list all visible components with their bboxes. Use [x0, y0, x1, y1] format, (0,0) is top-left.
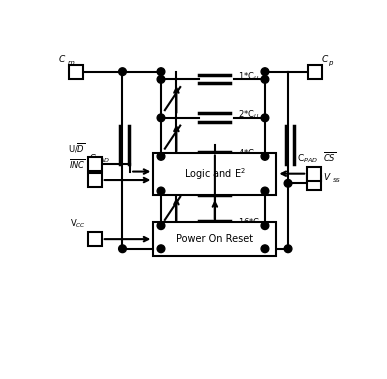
- Circle shape: [261, 245, 269, 253]
- Circle shape: [261, 75, 269, 83]
- Bar: [307, 176, 321, 190]
- Bar: [308, 65, 322, 78]
- Text: U/$\overline{D}$: U/$\overline{D}$: [68, 142, 86, 155]
- Text: $\overline{CS}$: $\overline{CS}$: [324, 150, 337, 164]
- Text: 2*C$_U$: 2*C$_U$: [238, 108, 260, 121]
- Bar: [153, 222, 276, 257]
- Text: V: V: [324, 173, 330, 182]
- Text: SS: SS: [333, 179, 341, 183]
- Text: C: C: [322, 55, 328, 64]
- Text: 1*C$_U$: 1*C$_U$: [238, 70, 260, 83]
- Circle shape: [261, 68, 269, 75]
- Text: Logic and E$^2$: Logic and E$^2$: [184, 166, 246, 182]
- Text: C$_{PAD}$: C$_{PAD}$: [89, 152, 110, 165]
- Bar: [153, 152, 276, 195]
- Circle shape: [157, 152, 165, 160]
- Text: C: C: [58, 55, 65, 64]
- Bar: [88, 232, 102, 246]
- Circle shape: [157, 187, 165, 195]
- Circle shape: [261, 222, 269, 230]
- Circle shape: [157, 114, 165, 122]
- Text: p: p: [328, 60, 332, 66]
- Bar: [88, 157, 102, 171]
- Text: 16*C$_U$: 16*C$_U$: [238, 216, 265, 229]
- Circle shape: [261, 187, 269, 195]
- Circle shape: [157, 245, 165, 253]
- Circle shape: [261, 114, 269, 122]
- Text: 4*C$_U$: 4*C$_U$: [238, 147, 260, 160]
- Text: Power On Reset: Power On Reset: [176, 234, 253, 244]
- Circle shape: [157, 68, 165, 75]
- Circle shape: [157, 75, 165, 83]
- Circle shape: [284, 180, 292, 187]
- Circle shape: [119, 245, 126, 253]
- Text: m: m: [67, 60, 74, 66]
- Bar: [307, 167, 321, 181]
- Circle shape: [261, 152, 269, 160]
- Bar: [88, 173, 102, 187]
- Text: 8*C$_U$: 8*C$_U$: [238, 182, 260, 194]
- Text: V$_{CC}$: V$_{CC}$: [70, 218, 86, 230]
- Text: C$_{PAD}$: C$_{PAD}$: [297, 152, 318, 165]
- Circle shape: [284, 245, 292, 253]
- Text: $\overline{INC}$: $\overline{INC}$: [69, 157, 86, 171]
- Circle shape: [119, 68, 126, 75]
- Circle shape: [157, 222, 165, 230]
- Bar: [69, 65, 83, 78]
